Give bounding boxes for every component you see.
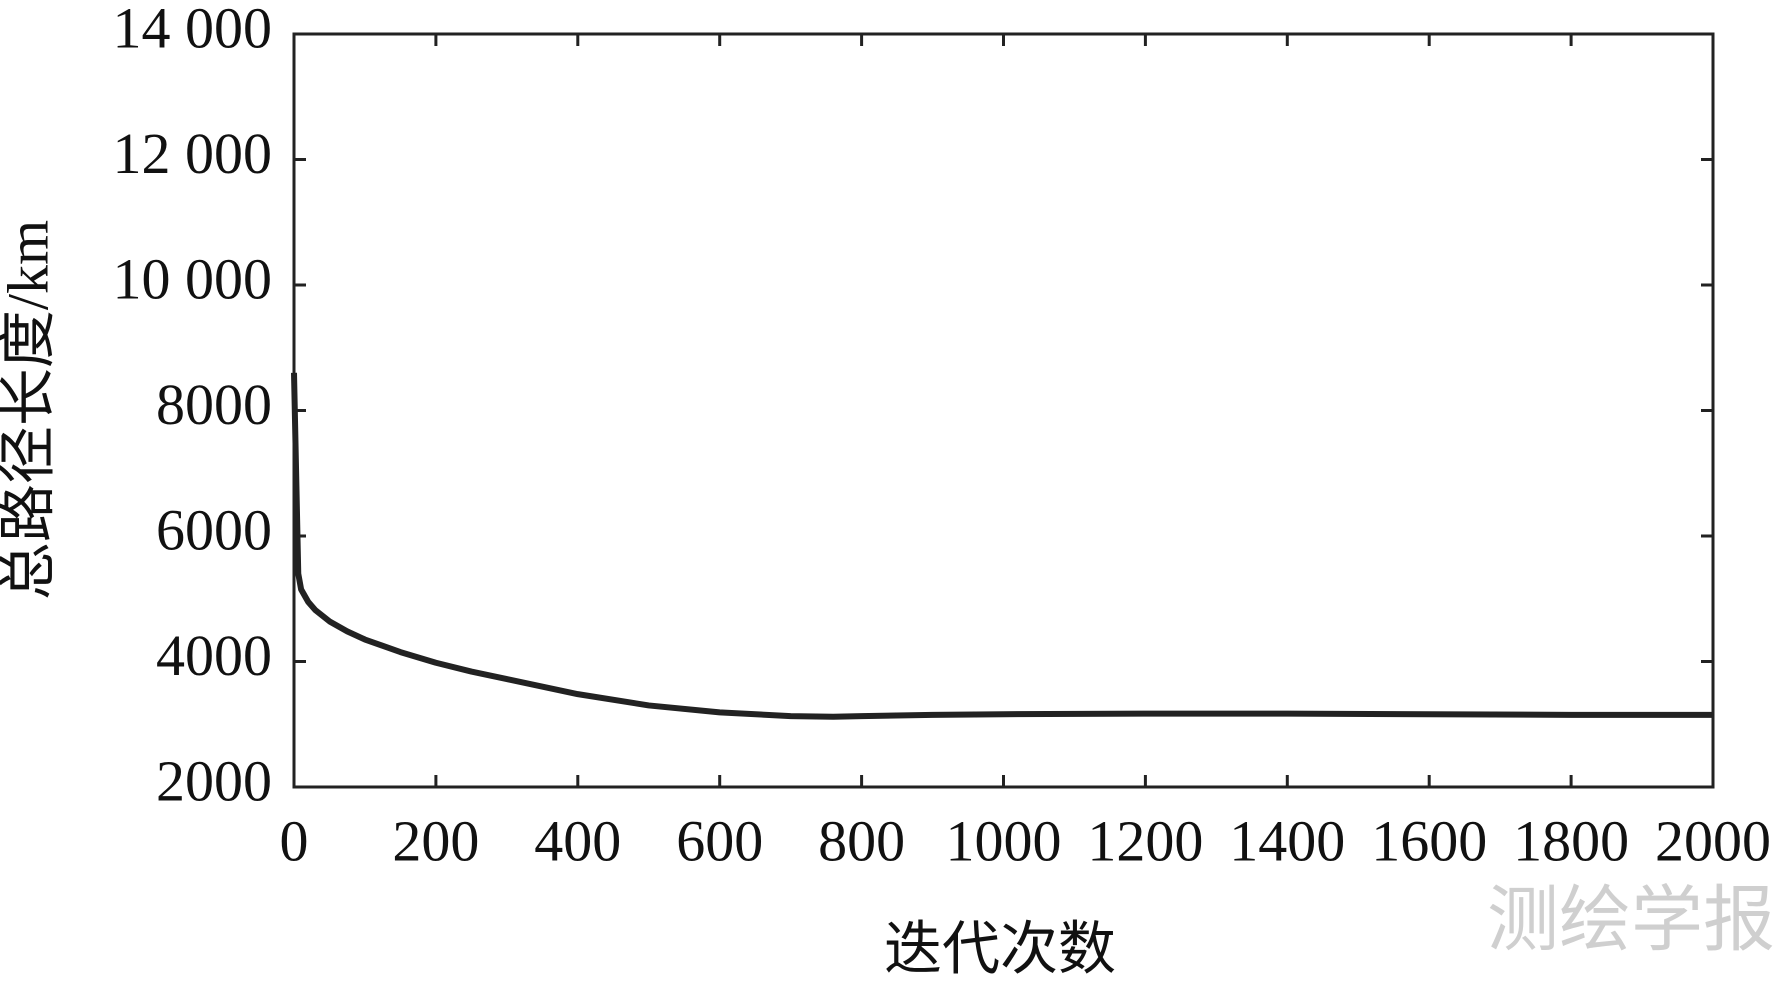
x-tick-label: 0: [280, 808, 309, 873]
y-tick-label: 8000: [156, 372, 272, 437]
x-tick-label: 600: [676, 808, 763, 873]
x-tick-label: 2000: [1655, 808, 1771, 873]
y-tick-label: 6000: [156, 497, 272, 562]
x-tick-label: 200: [392, 808, 479, 873]
x-tick-label: 1400: [1229, 808, 1345, 873]
y-tick-label: 10 000: [113, 246, 273, 311]
x-tick-label: 1000: [946, 808, 1062, 873]
line: [291, 372, 1713, 720]
watermark: 测绘学报: [1487, 878, 1775, 962]
x-tick-label: 800: [818, 808, 905, 873]
x-tick-label: 1200: [1087, 808, 1203, 873]
x-tick-label: 400: [534, 808, 621, 873]
x-tick-label: 1800: [1513, 808, 1629, 873]
plot-frame: [292, 32, 1715, 789]
x-tick-label: 1600: [1371, 808, 1487, 873]
y-tick-label: 12 000: [113, 121, 273, 186]
x-axis-label: 迭代次数: [884, 916, 1116, 981]
y-axis-label: 总路径长度/km: [0, 220, 60, 600]
y-tick-label: 4000: [156, 623, 272, 688]
y-tick-label: 2000: [156, 748, 272, 813]
y-tick-label: 14 000: [113, 0, 273, 60]
